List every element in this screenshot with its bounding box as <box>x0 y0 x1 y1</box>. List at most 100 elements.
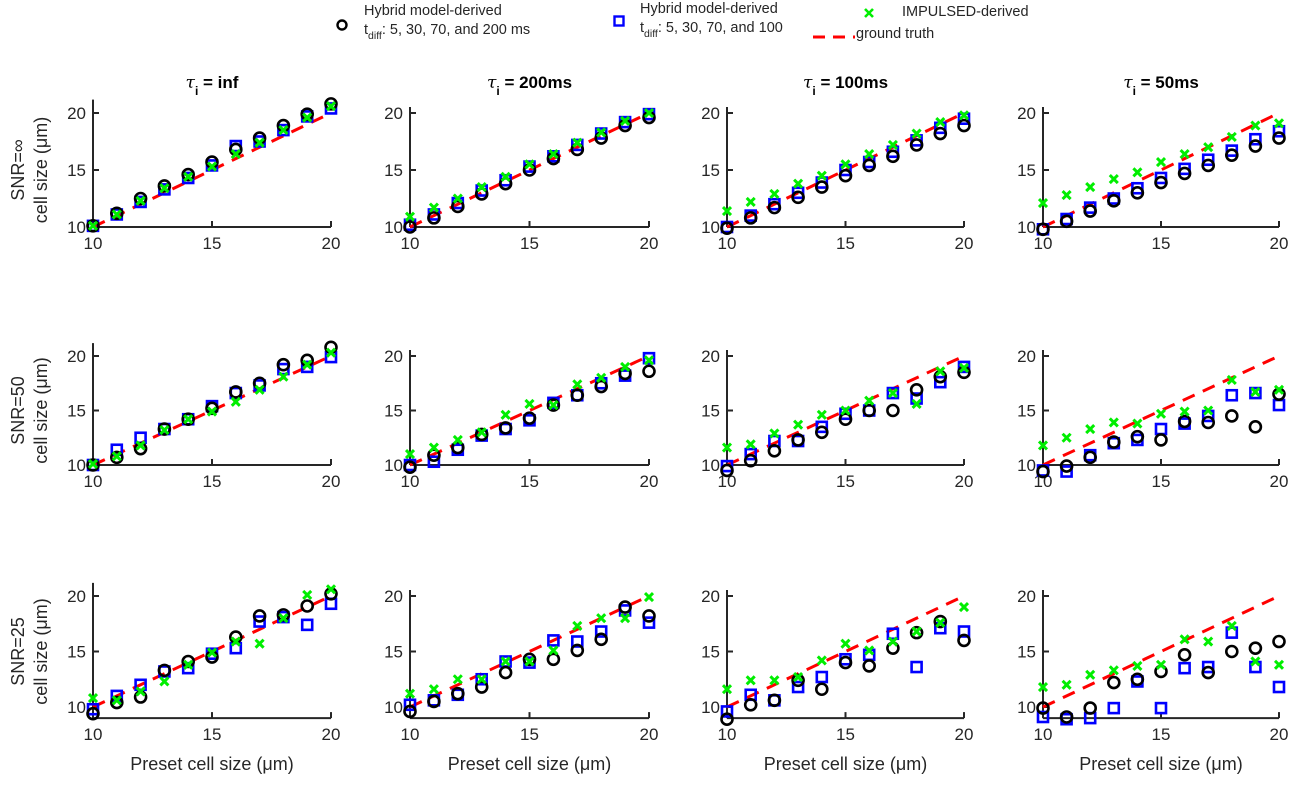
marker-impulsed <box>1203 405 1214 416</box>
marker-hybrid100 <box>403 698 417 712</box>
marker-impulsed <box>1273 659 1285 670</box>
marker-hybrid200 <box>1225 148 1239 162</box>
y-tick-label: 15 <box>1017 643 1036 662</box>
marker-hybrid100 <box>791 680 805 694</box>
marker-impulsed <box>278 613 289 624</box>
marker-impulsed <box>721 684 733 695</box>
marker-hybrid200 <box>886 149 900 164</box>
marker-hybrid200 <box>933 614 948 629</box>
x-tick-label: 10 <box>401 234 420 253</box>
marker-impulsed <box>864 148 875 160</box>
marker-impulsed <box>721 442 733 453</box>
marker-impulsed <box>887 139 898 150</box>
marker-impulsed <box>745 439 756 450</box>
marker-impulsed <box>958 362 970 374</box>
marker-hybrid200 <box>838 168 853 183</box>
y-tick-label: 15 <box>384 643 403 662</box>
x-tick-label: 20 <box>955 234 974 253</box>
marker-hybrid200 <box>909 382 924 397</box>
marker-impulsed <box>548 645 559 656</box>
x-tick-label: 20 <box>955 472 974 491</box>
marker-hybrid200 <box>1059 710 1074 724</box>
marker-hybrid100 <box>886 627 900 641</box>
marker-impulsed <box>135 195 146 206</box>
marker-hybrid200 <box>909 138 924 152</box>
marker-impulsed <box>500 656 511 667</box>
marker-hybrid100 <box>1201 153 1215 167</box>
marker-hybrid200 <box>933 126 948 141</box>
marker-hybrid200 <box>1248 641 1263 655</box>
marker-hybrid200 <box>181 167 195 182</box>
marker-hybrid200 <box>743 211 758 225</box>
marker-impulsed <box>278 125 289 136</box>
marker-impulsed <box>183 171 194 182</box>
x-tick-label: 15 <box>836 234 855 253</box>
marker-hybrid200 <box>1083 701 1097 715</box>
marker-impulsed <box>206 406 218 417</box>
marker-impulsed <box>1061 679 1072 690</box>
y-tick-label: 10 <box>67 698 86 717</box>
marker-impulsed <box>325 584 337 595</box>
marker-impulsed <box>183 659 194 670</box>
x-axis-label: Preset cell size (μm) <box>764 754 927 774</box>
marker-hybrid200 <box>1059 214 1074 229</box>
legend: Hybrid model-derived tdiff: 5, 30, 70, a… <box>330 0 1030 50</box>
marker-hybrid100 <box>815 420 829 434</box>
marker-hybrid200 <box>1154 433 1168 447</box>
marker-impulsed <box>620 115 631 127</box>
marker-impulsed <box>1155 156 1167 168</box>
marker-hybrid100 <box>957 625 971 638</box>
marker-hybrid200 <box>300 599 315 613</box>
marker-hybrid200 <box>570 388 585 403</box>
y-tick-label: 20 <box>1017 587 1036 606</box>
marker-hybrid100 <box>1201 660 1215 674</box>
ground-truth-line <box>1042 111 1280 229</box>
legend-item-hybrid100 <box>612 14 626 32</box>
marker-hybrid100 <box>1272 398 1286 412</box>
marker-impulsed <box>111 451 122 462</box>
marker-impulsed <box>476 674 487 685</box>
marker-hybrid100 <box>933 375 947 389</box>
marker-impulsed <box>620 613 631 624</box>
marker-impulsed <box>278 371 289 382</box>
marker-hybrid200 <box>133 191 148 206</box>
marker-impulsed <box>500 409 511 420</box>
marker-impulsed <box>840 405 851 416</box>
marker-hybrid200 <box>427 448 441 462</box>
marker-hybrid200 <box>498 421 513 435</box>
marker-impulsed <box>1250 656 1261 667</box>
legend-label-hybrid200: Hybrid model-derived tdiff: 5, 30, 70, a… <box>364 3 531 42</box>
marker-hybrid200 <box>324 97 338 111</box>
marker-hybrid200 <box>133 441 148 456</box>
marker-impulsed <box>548 399 559 411</box>
y-tick-label: 15 <box>384 161 403 180</box>
marker-hybrid100 <box>886 386 900 400</box>
marker-hybrid200 <box>252 609 267 623</box>
marker-hybrid200 <box>1272 634 1286 649</box>
marker-hybrid100 <box>253 615 266 628</box>
marker-hybrid200 <box>1177 166 1192 181</box>
marker-hybrid200 <box>720 221 734 235</box>
marker-hybrid200 <box>814 682 829 697</box>
marker-hybrid200 <box>791 673 805 688</box>
marker-hybrid200 <box>474 427 489 442</box>
x-tick-label: 20 <box>1270 725 1289 744</box>
marker-impulsed <box>1037 681 1049 693</box>
x-tick-label: 10 <box>718 472 737 491</box>
y-tick-label: 20 <box>384 347 403 366</box>
marker-hybrid100 <box>300 360 314 374</box>
marker-hybrid200 <box>110 450 124 465</box>
marker-hybrid200 <box>522 411 537 425</box>
x-tick-label: 10 <box>84 234 103 253</box>
marker-hybrid200 <box>594 379 609 394</box>
marker-hybrid200 <box>1059 459 1074 473</box>
legend-item-impulsed <box>862 6 876 24</box>
marker-hybrid200 <box>1272 131 1286 145</box>
marker-impulsed <box>643 355 655 366</box>
y-tick-label: 10 <box>701 456 720 475</box>
marker-impulsed <box>1108 665 1119 676</box>
ground-truth-line <box>1042 354 1280 467</box>
marker-impulsed <box>206 647 218 658</box>
x-tick-label: 20 <box>322 472 341 491</box>
marker-impulsed <box>1132 660 1143 671</box>
